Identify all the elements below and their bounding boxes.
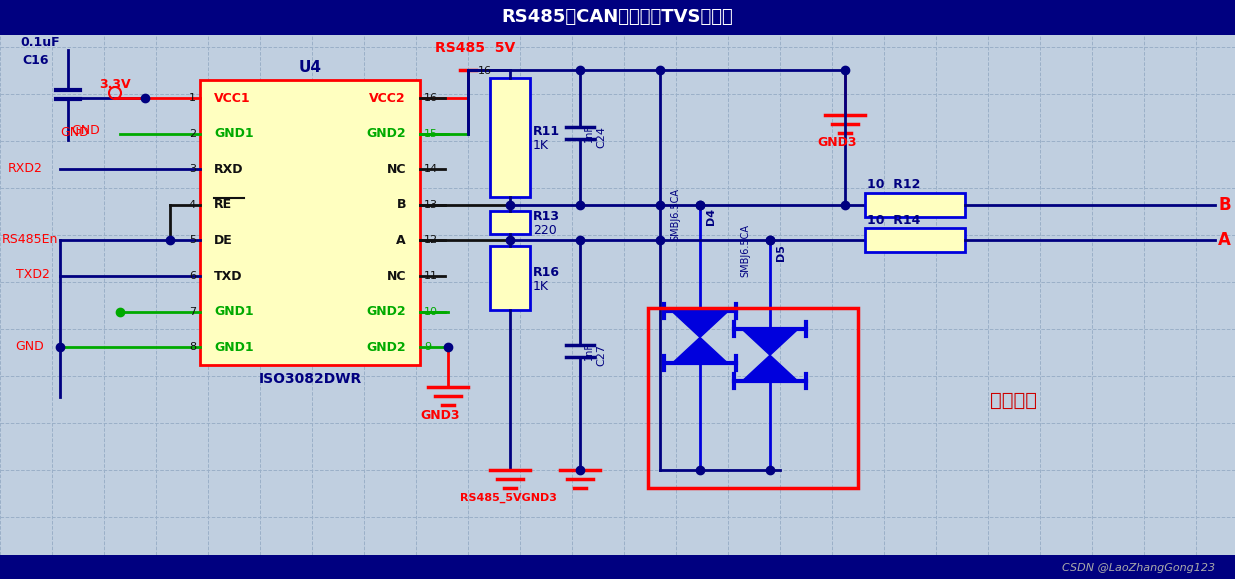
Text: 11: 11 bbox=[424, 271, 438, 281]
Text: 16: 16 bbox=[424, 93, 438, 103]
Text: GND1: GND1 bbox=[214, 340, 253, 354]
Text: GND1: GND1 bbox=[214, 127, 253, 140]
Polygon shape bbox=[742, 329, 798, 355]
Text: 15: 15 bbox=[424, 129, 438, 138]
Text: 2: 2 bbox=[189, 129, 196, 138]
Text: RS485_5VGND3: RS485_5VGND3 bbox=[459, 493, 557, 503]
Text: 4: 4 bbox=[189, 200, 196, 210]
Text: 较好一些: 较好一些 bbox=[990, 390, 1037, 409]
Text: GND1: GND1 bbox=[214, 305, 253, 318]
Text: C24: C24 bbox=[597, 126, 606, 148]
Text: A: A bbox=[1218, 232, 1231, 250]
Text: CSDN @LaoZhangGong123: CSDN @LaoZhangGong123 bbox=[1062, 563, 1215, 573]
Text: SMBJ6.5CA: SMBJ6.5CA bbox=[671, 188, 680, 241]
Text: 10  R12: 10 R12 bbox=[867, 178, 920, 191]
Text: B: B bbox=[396, 198, 406, 211]
Text: A: A bbox=[396, 234, 406, 247]
Text: 220: 220 bbox=[534, 224, 557, 237]
Bar bbox=[200, 80, 420, 365]
Text: B: B bbox=[1218, 196, 1230, 214]
Text: 1: 1 bbox=[189, 93, 196, 103]
Polygon shape bbox=[742, 355, 798, 381]
Bar bbox=[490, 211, 530, 234]
Text: VCC2: VCC2 bbox=[369, 91, 406, 104]
Text: R11: R11 bbox=[534, 125, 561, 138]
Text: 0.1uF: 0.1uF bbox=[20, 36, 59, 49]
Text: TXD2: TXD2 bbox=[16, 269, 49, 281]
Text: 14: 14 bbox=[424, 164, 438, 174]
Text: 8: 8 bbox=[189, 342, 196, 352]
Bar bbox=[864, 228, 965, 252]
Text: D4: D4 bbox=[706, 208, 716, 225]
Text: 3: 3 bbox=[189, 164, 196, 174]
Text: 16: 16 bbox=[478, 66, 492, 76]
Text: GND3: GND3 bbox=[818, 137, 857, 149]
Bar bbox=[648, 308, 858, 488]
Text: U4: U4 bbox=[299, 60, 321, 75]
Bar bbox=[490, 78, 530, 197]
Polygon shape bbox=[672, 312, 727, 338]
Text: TXD: TXD bbox=[214, 269, 242, 283]
Bar bbox=[0, 555, 1235, 579]
Text: GND3: GND3 bbox=[420, 409, 459, 422]
Text: GND: GND bbox=[61, 126, 89, 139]
Bar bbox=[490, 247, 530, 310]
Text: SMBJ6.5CA: SMBJ6.5CA bbox=[740, 224, 750, 277]
Text: 5: 5 bbox=[189, 236, 196, 245]
Text: VCC1: VCC1 bbox=[214, 91, 251, 104]
Text: 6: 6 bbox=[189, 271, 196, 281]
Text: 7: 7 bbox=[189, 307, 196, 317]
Text: GND: GND bbox=[15, 340, 43, 353]
Polygon shape bbox=[672, 338, 727, 364]
Text: 1nF: 1nF bbox=[584, 342, 594, 360]
Text: 1K: 1K bbox=[534, 280, 550, 293]
Bar bbox=[0, 0, 1235, 35]
Text: R13: R13 bbox=[534, 210, 559, 223]
Text: RS485En: RS485En bbox=[2, 233, 58, 246]
Text: ISO3082DWR: ISO3082DWR bbox=[258, 372, 362, 386]
Text: RS485和CAN电路中的TVS管选择: RS485和CAN电路中的TVS管选择 bbox=[501, 8, 732, 26]
Text: 13: 13 bbox=[424, 200, 438, 210]
Text: 12: 12 bbox=[424, 236, 438, 245]
Text: RXD2: RXD2 bbox=[7, 162, 43, 175]
Text: GND2: GND2 bbox=[367, 127, 406, 140]
Text: C27: C27 bbox=[597, 344, 606, 366]
Bar bbox=[864, 193, 965, 217]
Text: GND2: GND2 bbox=[367, 340, 406, 354]
Text: GND2: GND2 bbox=[367, 305, 406, 318]
Text: RS485  5V: RS485 5V bbox=[435, 41, 515, 55]
Text: 1nF: 1nF bbox=[584, 124, 594, 142]
Text: RXD: RXD bbox=[214, 163, 243, 175]
Text: 10  R14: 10 R14 bbox=[867, 214, 920, 227]
Text: DE: DE bbox=[214, 234, 232, 247]
Text: 3.3V: 3.3V bbox=[99, 78, 131, 90]
Text: 1K: 1K bbox=[534, 139, 550, 152]
Text: RE: RE bbox=[214, 198, 232, 211]
Text: D5: D5 bbox=[776, 244, 785, 261]
Text: R16: R16 bbox=[534, 266, 559, 279]
Text: GND: GND bbox=[70, 124, 100, 137]
Text: 10: 10 bbox=[424, 307, 438, 317]
Text: 9: 9 bbox=[424, 342, 431, 352]
Text: NC: NC bbox=[387, 269, 406, 283]
Text: C16: C16 bbox=[22, 53, 48, 67]
Text: NC: NC bbox=[387, 163, 406, 175]
